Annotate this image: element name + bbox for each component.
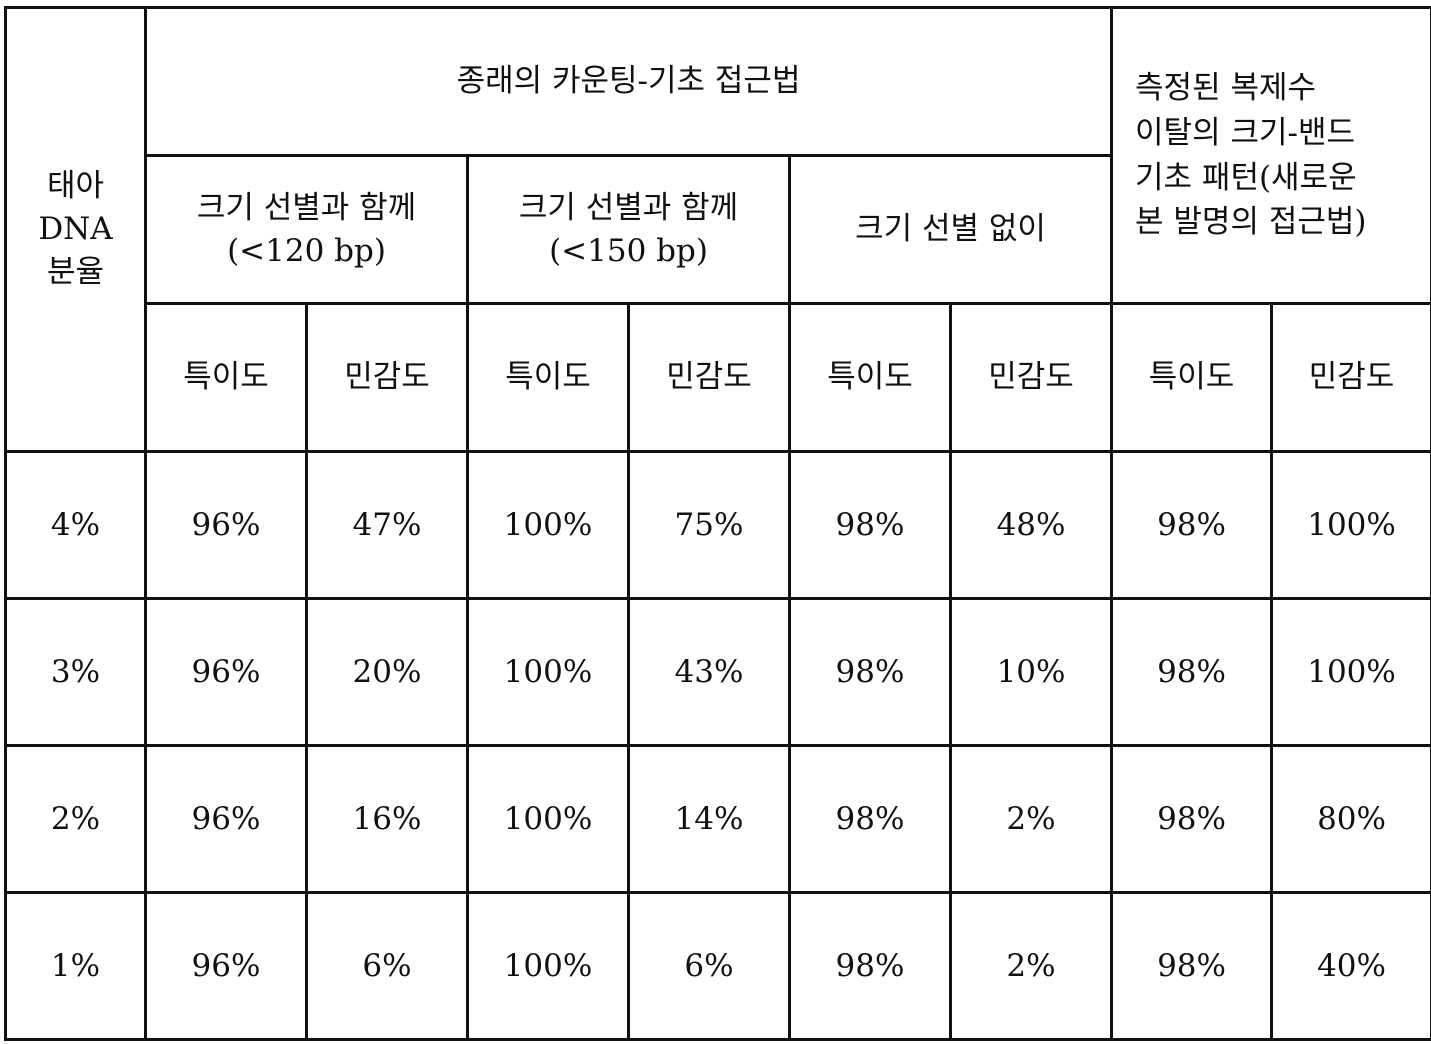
table-row: 4% 96% 47% 100% 75% 98% 48% 98% 100% bbox=[6, 452, 1431, 599]
value-cell: 2% bbox=[951, 893, 1112, 1040]
value-cell: 98% bbox=[790, 452, 951, 599]
metric-header-specificity: 특이도 bbox=[790, 304, 951, 452]
value-cell: 98% bbox=[1112, 746, 1272, 893]
value-cell: 48% bbox=[951, 452, 1112, 599]
value-cell: 100% bbox=[468, 599, 629, 746]
value-cell: 98% bbox=[790, 599, 951, 746]
metric-header-specificity: 특이도 bbox=[1112, 304, 1272, 452]
fraction-cell: 3% bbox=[6, 599, 146, 746]
value-cell: 96% bbox=[146, 452, 307, 599]
value-cell: 47% bbox=[307, 452, 468, 599]
value-cell: 40% bbox=[1272, 893, 1431, 1040]
value-cell: 96% bbox=[146, 746, 307, 893]
value-cell: 75% bbox=[629, 452, 790, 599]
value-cell: 43% bbox=[629, 599, 790, 746]
value-cell: 98% bbox=[1112, 893, 1272, 1040]
metric-header-sensitivity: 민감도 bbox=[1272, 304, 1431, 452]
value-cell: 96% bbox=[146, 599, 307, 746]
comparison-table: 태아 DNA 분율 종래의 카운팅-기초 접근법 측정된 복제수 이탈의 크기-… bbox=[4, 6, 1431, 1041]
fraction-cell: 2% bbox=[6, 746, 146, 893]
value-cell: 100% bbox=[468, 452, 629, 599]
value-cell: 98% bbox=[790, 746, 951, 893]
metric-header-specificity: 특이도 bbox=[146, 304, 307, 452]
metric-header-sensitivity: 민감도 bbox=[307, 304, 468, 452]
metric-header-sensitivity: 민감도 bbox=[629, 304, 790, 452]
conventional-approach-header: 종래의 카운팅-기초 접근법 bbox=[146, 8, 1112, 156]
comparison-table-container: 태아 DNA 분율 종래의 카운팅-기초 접근법 측정된 복제수 이탈의 크기-… bbox=[4, 6, 1431, 1041]
value-cell: 80% bbox=[1272, 746, 1431, 893]
new-approach-header: 측정된 복제수 이탈의 크기-밴드 기초 패턴(새로운 본 발명의 접근법) bbox=[1112, 8, 1431, 304]
value-cell: 6% bbox=[629, 893, 790, 1040]
group-header-size-150: 크기 선별과 함께 (<150 bp) bbox=[468, 156, 790, 304]
value-cell: 98% bbox=[1112, 599, 1272, 746]
value-cell: 6% bbox=[307, 893, 468, 1040]
group-header-no-size-selection: 크기 선별 없이 bbox=[790, 156, 1112, 304]
value-cell: 96% bbox=[146, 893, 307, 1040]
value-cell: 100% bbox=[1272, 452, 1431, 599]
value-cell: 100% bbox=[1272, 599, 1431, 746]
table-row: 2% 96% 16% 100% 14% 98% 2% 98% 80% bbox=[6, 746, 1431, 893]
table-row: 1% 96% 6% 100% 6% 98% 2% 98% 40% bbox=[6, 893, 1431, 1040]
value-cell: 16% bbox=[307, 746, 468, 893]
fraction-cell: 1% bbox=[6, 893, 146, 1040]
table-row: 3% 96% 20% 100% 43% 98% 10% 98% 100% bbox=[6, 599, 1431, 746]
fraction-cell: 4% bbox=[6, 452, 146, 599]
value-cell: 14% bbox=[629, 746, 790, 893]
value-cell: 98% bbox=[790, 893, 951, 1040]
metric-header-sensitivity: 민감도 bbox=[951, 304, 1112, 452]
group-header-size-120: 크기 선별과 함께 (<120 bp) bbox=[146, 156, 468, 304]
value-cell: 20% bbox=[307, 599, 468, 746]
metric-header-specificity: 특이도 bbox=[468, 304, 629, 452]
value-cell: 10% bbox=[951, 599, 1112, 746]
value-cell: 2% bbox=[951, 746, 1112, 893]
value-cell: 98% bbox=[1112, 452, 1272, 599]
value-cell: 100% bbox=[468, 746, 629, 893]
fetal-dna-fraction-header: 태아 DNA 분율 bbox=[6, 8, 146, 452]
value-cell: 100% bbox=[468, 893, 629, 1040]
